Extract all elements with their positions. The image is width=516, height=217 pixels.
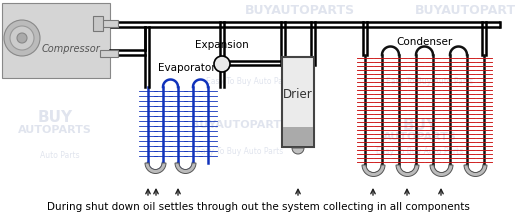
Text: Compressor: Compressor — [42, 44, 101, 54]
Text: BUY: BUY — [402, 117, 438, 133]
Circle shape — [214, 56, 230, 72]
Text: BUYAUTOPARTS: BUYAUTOPARTS — [191, 120, 289, 130]
Circle shape — [4, 20, 40, 56]
Wedge shape — [292, 148, 304, 154]
Text: Condenser: Condenser — [396, 37, 453, 47]
Text: Easy To Buy Auto Parts: Easy To Buy Auto Parts — [376, 148, 463, 156]
Text: Evaporator: Evaporator — [158, 63, 216, 73]
Text: Easy To Buy Auto Parts: Easy To Buy Auto Parts — [197, 148, 284, 156]
Wedge shape — [362, 165, 385, 176]
Text: Drier: Drier — [283, 87, 313, 100]
Wedge shape — [430, 165, 453, 176]
Text: AUTOPARTS: AUTOPARTS — [18, 125, 92, 135]
Text: Expansion: Expansion — [195, 40, 249, 50]
Circle shape — [17, 33, 27, 43]
Circle shape — [10, 26, 34, 50]
Text: During shut down oil settles through out the system collecting in all components: During shut down oil settles through out… — [46, 202, 470, 212]
Text: AUTOPARTS: AUTOPARTS — [383, 132, 457, 142]
Wedge shape — [464, 165, 487, 176]
Bar — [93, 16, 103, 31]
Text: Auto Parts: Auto Parts — [40, 151, 80, 159]
Wedge shape — [396, 165, 419, 176]
Text: BUY: BUY — [38, 110, 73, 125]
Text: Easy To Buy Auto Parts: Easy To Buy Auto Parts — [206, 77, 294, 87]
Text: BUYAUTOPARTS: BUYAUTOPARTS — [245, 3, 355, 16]
Text: Easy To Buy Auto Parts: Easy To Buy Auto Parts — [386, 77, 474, 87]
Text: BUYAUTOPARTS: BUYAUTOPARTS — [415, 3, 516, 16]
Wedge shape — [145, 163, 166, 174]
Bar — [100, 20, 118, 27]
Bar — [2, 3, 110, 78]
Bar — [282, 57, 314, 147]
Bar — [100, 50, 118, 57]
Wedge shape — [175, 163, 196, 174]
Bar — [283, 127, 313, 146]
